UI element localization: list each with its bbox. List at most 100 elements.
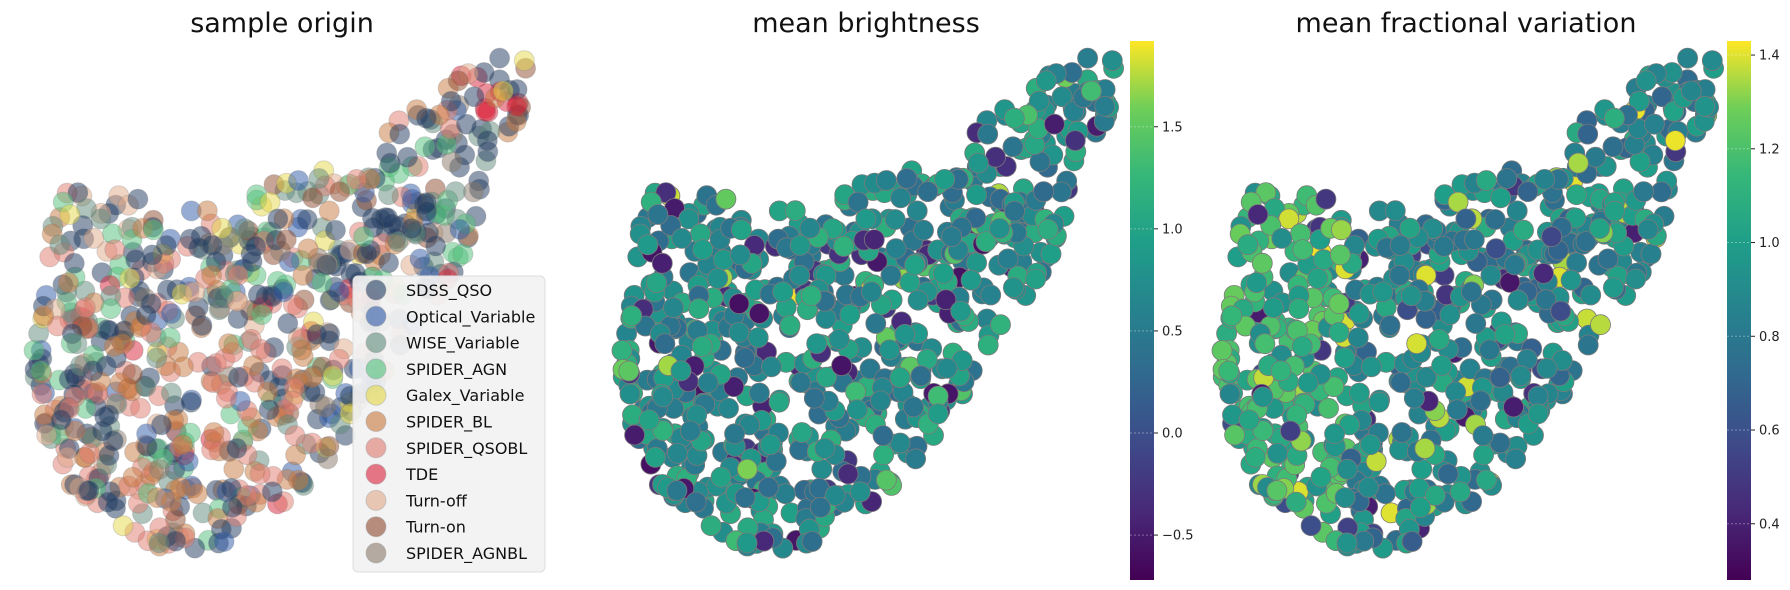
mean-brightness-point	[791, 422, 813, 443]
mean-brightness-point	[652, 420, 674, 442]
mean-brightness-point	[1064, 130, 1086, 152]
mean-fractional-variation-point	[1602, 136, 1624, 158]
sample-origin-point	[249, 463, 271, 485]
mean-fractional-variation-point	[1504, 254, 1526, 276]
sample-origin-point	[103, 335, 125, 357]
mean-brightness-point	[884, 209, 906, 230]
mean-fractional-variation-point	[1476, 170, 1497, 191]
sample-origin-point	[462, 181, 484, 203]
sample-origin-point	[146, 487, 168, 509]
mean-fractional-variation-point	[1389, 234, 1411, 256]
sample-origin-point	[452, 243, 474, 265]
mean-fractional-variation-point	[1575, 231, 1597, 253]
sample-origin-point	[49, 234, 71, 256]
mean-fractional-variation-panel: mean fractional variation 0.4 0.6 0.8 1.0 1.…	[1211, 8, 1780, 580]
mean-fractional-variation-point	[1267, 442, 1288, 464]
mean-brightness-point	[1077, 47, 1098, 69]
mean-brightness-point	[810, 496, 831, 518]
mean-fractional-variation-point	[1406, 333, 1428, 355]
mean-fractional-variation-point	[1633, 181, 1654, 203]
mean-brightness-colorbar-tick-label: 0.0	[1162, 427, 1183, 442]
mean-brightness-point	[889, 367, 911, 388]
mean-fractional-variation-point	[1315, 188, 1337, 210]
mean-fractional-variation-point	[1336, 458, 1358, 480]
mean-brightness-point	[611, 340, 633, 361]
mean-brightness-point	[927, 403, 949, 425]
sample-origin-point	[201, 439, 223, 461]
sample-origin-point	[64, 420, 86, 442]
mean-brightness-point	[671, 227, 693, 249]
mean-fractional-variation-colorbar-tick-label: 1.2	[1759, 142, 1780, 157]
sample-origin-point	[136, 423, 158, 445]
sample-origin-point	[292, 264, 314, 286]
mean-fractional-variation-point	[1535, 289, 1557, 311]
mean-fractional-variation-point	[1270, 360, 1292, 382]
sample-origin-point	[23, 340, 45, 361]
mean-fractional-variation-point	[1401, 531, 1423, 552]
mean-brightness-point	[768, 391, 790, 413]
mean-fractional-variation-point	[1533, 262, 1554, 284]
mean-fractional-variation-point	[1360, 434, 1381, 456]
mean-fractional-variation-point	[1431, 355, 1452, 377]
mean-brightness-point	[644, 446, 666, 468]
mean-brightness-point	[1051, 181, 1072, 203]
mean-brightness-point	[747, 327, 769, 349]
mean-brightness-point	[734, 487, 756, 509]
mean-fractional-variation-point	[1476, 469, 1497, 491]
mean-brightness-point	[789, 439, 810, 461]
sample-origin-point	[227, 366, 249, 388]
sample-origin-point	[513, 50, 535, 72]
mean-fractional-variation-point	[1637, 218, 1659, 240]
mean-brightness-point	[772, 281, 794, 303]
mean-fractional-variation-point	[1318, 397, 1339, 419]
mean-fractional-variation-point	[1470, 390, 1491, 412]
legend-label-spider-bl: SPIDER_BL	[406, 413, 492, 433]
mean-fractional-variation-point	[1328, 293, 1350, 315]
mean-brightness-colorbar-ticks: −0.5 0.0 0.5 1.0 1.5	[1130, 120, 1194, 544]
legend-label-sdss-qso: SDSS_QSO	[406, 281, 492, 301]
mean-fractional-variation-point	[1640, 243, 1662, 265]
mean-brightness-point	[950, 300, 972, 322]
mean-brightness-point	[621, 305, 643, 327]
legend-marker-spider-qsobl	[365, 437, 387, 459]
sample-origin-point	[389, 123, 411, 145]
mean-brightness-point	[917, 181, 939, 203]
sample-origin-point	[140, 321, 162, 343]
mean-brightness-point	[890, 187, 912, 209]
mean-brightness-point	[846, 399, 868, 421]
sample-origin-point	[267, 208, 289, 230]
mean-fractional-variation-point	[1455, 208, 1477, 230]
sample-origin-point	[284, 425, 306, 447]
sample-origin-point	[119, 267, 141, 289]
sample-origin-point	[91, 420, 113, 442]
mean-brightness-point	[935, 289, 957, 311]
mean-brightness-point	[692, 239, 714, 261]
sample-origin-point	[172, 434, 193, 456]
mean-fractional-variation-point	[1428, 328, 1450, 350]
mean-fractional-variation-point	[1459, 358, 1481, 380]
legend-label-tde: TDE	[405, 465, 438, 484]
sample-origin-point	[78, 480, 100, 502]
mean-brightness-point	[990, 314, 1011, 336]
mean-fractional-variation-point	[1550, 300, 1572, 322]
mean-fractional-variation-point	[1328, 321, 1350, 343]
sample-origin-point	[455, 113, 477, 135]
sample-origin-point	[203, 422, 225, 443]
mean-fractional-variation-colorbar-tick-label: 1.4	[1759, 49, 1780, 64]
mean-brightness-point	[1025, 268, 1047, 290]
mean-brightness-point	[896, 168, 918, 189]
sample-origin-point	[97, 491, 119, 513]
mean-brightness-point	[894, 323, 916, 345]
legend-label-wise-variable: WISE_Variable	[406, 334, 520, 354]
mean-brightness-point	[784, 200, 806, 222]
sample-origin-point	[315, 396, 336, 418]
sample-origin-point	[112, 515, 134, 537]
sample-origin-point	[79, 442, 100, 464]
mean-fractional-variation-point	[1307, 267, 1329, 289]
mean-fractional-variation-point	[1280, 420, 1301, 442]
mean-brightness-point	[1002, 136, 1024, 158]
legend-label-spider-qsobl: SPIDER_QSOBL	[406, 439, 527, 459]
mean-brightness-point	[688, 298, 710, 320]
mean-fractional-variation-point	[1288, 298, 1310, 320]
sample-origin-point	[243, 355, 265, 377]
